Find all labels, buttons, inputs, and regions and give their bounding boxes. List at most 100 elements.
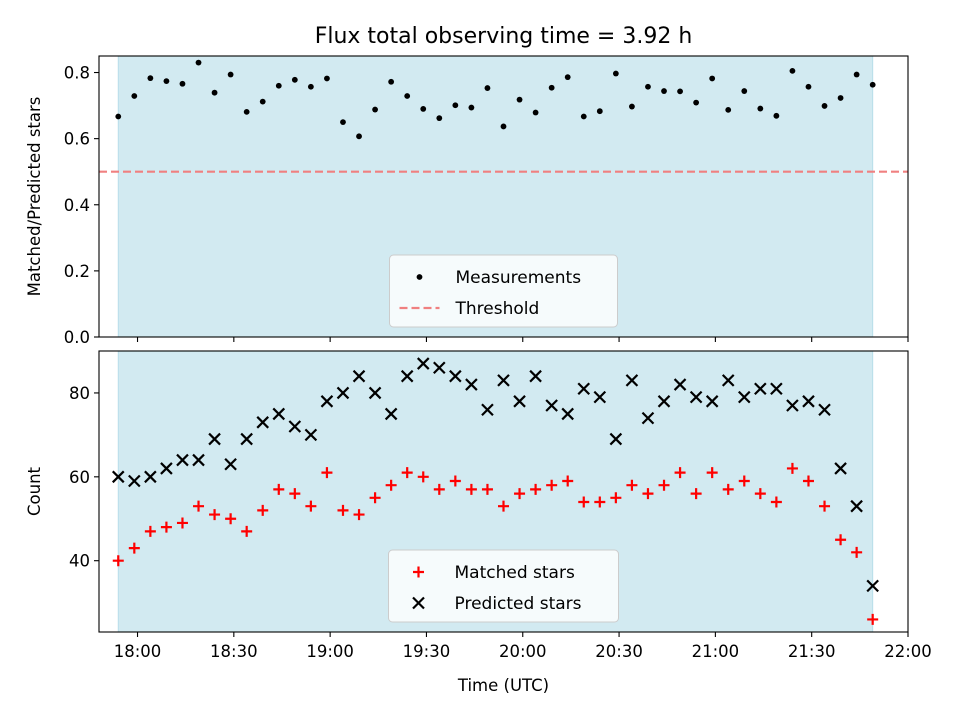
- y-tick-label: 40: [69, 552, 90, 571]
- data-point: [497, 374, 510, 387]
- data-point: [593, 390, 607, 404]
- data-point: [241, 525, 253, 537]
- legend-box: [389, 254, 618, 328]
- data-point: [257, 504, 269, 516]
- legend: Matched stars Predicted stars: [388, 549, 619, 623]
- data-point: [834, 462, 847, 475]
- y-tick-label: 0.0: [64, 328, 90, 347]
- data-point: [725, 106, 732, 113]
- legend-label: Matched stars: [455, 563, 575, 583]
- data-point: [529, 369, 542, 383]
- data-point: [481, 483, 493, 495]
- legend-marker: [413, 566, 424, 578]
- data-point: [866, 579, 879, 593]
- data-point: [272, 407, 286, 421]
- data-point: [320, 395, 334, 408]
- data-point: [819, 500, 831, 512]
- data-point: [147, 75, 154, 82]
- data-point: [577, 382, 591, 396]
- legend-box: [388, 549, 619, 623]
- data-point: [786, 399, 799, 412]
- data-point: [802, 395, 815, 408]
- data-point: [288, 420, 302, 433]
- data-point: [677, 88, 683, 95]
- legend: Measurements Threshold: [389, 254, 618, 328]
- data-point: [256, 416, 270, 429]
- data-point: [224, 457, 237, 471]
- data-point: [741, 88, 748, 94]
- y-tick-label: 0.8: [64, 64, 90, 83]
- data-point: [545, 399, 558, 412]
- legend-label: Threshold: [455, 299, 540, 319]
- data-point: [850, 499, 863, 513]
- data-point: [853, 71, 860, 78]
- data-point: [433, 361, 446, 375]
- data-point: [465, 378, 478, 391]
- data-point: [738, 475, 750, 487]
- data-point: [709, 75, 716, 82]
- legend-label: Predicted stars: [455, 594, 582, 614]
- data-point: [689, 390, 703, 404]
- data-point: [673, 378, 687, 391]
- data-point: [337, 504, 349, 516]
- data-point: [642, 488, 654, 500]
- data-point: [465, 483, 477, 495]
- data-point: [516, 96, 523, 103]
- data-point: [436, 115, 443, 122]
- data-point: [657, 395, 671, 408]
- data-point: [400, 369, 414, 383]
- data-point: [417, 471, 429, 483]
- data-point: [484, 85, 491, 91]
- data-point: [468, 104, 475, 111]
- x-tick-label: 22:00: [884, 642, 932, 661]
- data-point: [580, 113, 587, 120]
- data-point: [356, 133, 362, 140]
- legend-label: Measurements: [456, 268, 582, 288]
- data-point: [802, 475, 814, 487]
- data-point: [176, 517, 188, 529]
- data-point: [612, 70, 619, 77]
- series-matched-stars: [112, 462, 879, 625]
- data-point: [722, 483, 734, 495]
- data-point: [163, 78, 170, 85]
- data-point: [449, 475, 461, 487]
- data-point: [626, 479, 638, 491]
- ratio-panel: 0.0 0.2 0.4 0.6 0.8 Matched/Predicted stars Me…: [25, 55, 909, 347]
- series-measurements: [115, 59, 876, 140]
- data-point: [179, 80, 186, 87]
- data-point: [645, 83, 651, 90]
- series-predicted-stars: [111, 357, 879, 593]
- data-point: [369, 492, 381, 504]
- data-point: [770, 496, 782, 508]
- data-point: [609, 432, 623, 446]
- data-point: [128, 542, 140, 554]
- data-point: [754, 488, 766, 500]
- data-point: [275, 82, 282, 89]
- data-point: [532, 109, 539, 116]
- data-point: [352, 369, 366, 383]
- data-point: [291, 76, 298, 83]
- data-point: [693, 99, 700, 106]
- data-point: [131, 93, 138, 99]
- y-axis-label: Matched/Predicted stars: [25, 97, 44, 297]
- data-point: [773, 112, 780, 119]
- y-tick-label: 0.4: [64, 196, 90, 215]
- data-point: [578, 496, 590, 508]
- x-tick-label: 19:30: [403, 642, 451, 661]
- data-point: [420, 105, 427, 112]
- data-point: [789, 67, 796, 74]
- data-point: [562, 475, 574, 487]
- data-point: [548, 84, 555, 91]
- y-tick-label: 0.2: [64, 262, 90, 281]
- data-point: [404, 93, 411, 99]
- data-point: [209, 509, 221, 521]
- data-point: [706, 467, 718, 479]
- x-tick-label: 18:30: [210, 642, 258, 661]
- x-tick-label: 19:00: [306, 642, 354, 661]
- data-point: [690, 488, 702, 500]
- data-point: [353, 509, 365, 521]
- data-point: [452, 102, 459, 109]
- data-point: [530, 483, 542, 495]
- data-point: [401, 467, 413, 479]
- data-point: [416, 357, 430, 370]
